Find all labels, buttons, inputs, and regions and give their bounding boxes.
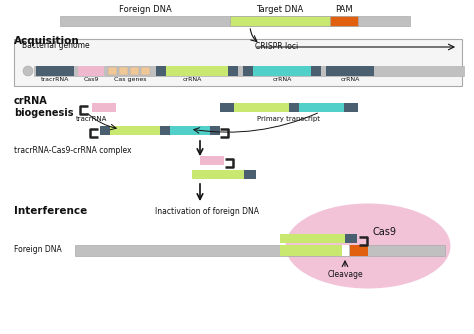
- Text: crRNA: crRNA: [340, 77, 360, 82]
- Text: Inactivation of foreign DNA: Inactivation of foreign DNA: [155, 207, 259, 216]
- Bar: [210, 126, 220, 135]
- Bar: [34, 66, 464, 76]
- Text: Foreign DNA: Foreign DNA: [14, 245, 62, 255]
- Bar: [156, 66, 166, 76]
- Bar: [108, 67, 117, 75]
- Text: Primary transcript: Primary transcript: [257, 116, 320, 122]
- Bar: [192, 170, 244, 179]
- Bar: [78, 66, 104, 76]
- Bar: [342, 245, 349, 256]
- Bar: [253, 66, 311, 76]
- Bar: [166, 66, 228, 76]
- Circle shape: [23, 66, 33, 76]
- Text: Cleavage: Cleavage: [327, 270, 363, 279]
- Bar: [130, 67, 139, 75]
- Text: crRNA
biogenesis: crRNA biogenesis: [14, 96, 73, 118]
- Bar: [160, 126, 170, 135]
- Text: Acquisition: Acquisition: [14, 36, 80, 46]
- Bar: [230, 16, 330, 26]
- Bar: [234, 103, 289, 112]
- Bar: [92, 103, 116, 112]
- Text: Cas9: Cas9: [83, 77, 99, 82]
- Text: Target DNA: Target DNA: [256, 5, 304, 14]
- Ellipse shape: [285, 203, 450, 289]
- Bar: [75, 245, 445, 256]
- Bar: [200, 156, 224, 165]
- Bar: [220, 103, 234, 112]
- Text: PAM: PAM: [335, 5, 353, 14]
- Bar: [311, 66, 321, 76]
- Bar: [326, 66, 336, 76]
- Bar: [280, 245, 345, 256]
- Text: crRNA: crRNA: [182, 77, 202, 82]
- Text: crRNA: crRNA: [272, 77, 292, 82]
- Bar: [228, 66, 238, 76]
- Bar: [60, 16, 410, 26]
- Bar: [336, 66, 374, 76]
- Bar: [36, 66, 74, 76]
- Bar: [280, 234, 345, 243]
- Text: Bacterial genome: Bacterial genome: [22, 41, 90, 50]
- Bar: [110, 126, 160, 135]
- Bar: [350, 245, 368, 256]
- Text: Cas9: Cas9: [373, 227, 397, 237]
- Text: Foreign DNA: Foreign DNA: [118, 5, 172, 14]
- Bar: [141, 67, 150, 75]
- Bar: [14, 39, 462, 86]
- Bar: [345, 234, 357, 243]
- Bar: [170, 126, 210, 135]
- Bar: [330, 16, 358, 26]
- Bar: [243, 66, 253, 76]
- Bar: [100, 126, 110, 135]
- Text: CRISPR loci: CRISPR loci: [255, 42, 298, 51]
- Bar: [344, 103, 358, 112]
- Bar: [244, 170, 256, 179]
- Text: tracrRNA-Cas9-crRNA complex: tracrRNA-Cas9-crRNA complex: [14, 146, 131, 155]
- Bar: [119, 67, 128, 75]
- Bar: [299, 103, 344, 112]
- Text: Interference: Interference: [14, 206, 87, 216]
- Text: Cas genes: Cas genes: [114, 77, 146, 82]
- Text: tracrRNA: tracrRNA: [76, 116, 108, 122]
- Bar: [289, 103, 299, 112]
- Text: tracrRNA: tracrRNA: [41, 77, 69, 82]
